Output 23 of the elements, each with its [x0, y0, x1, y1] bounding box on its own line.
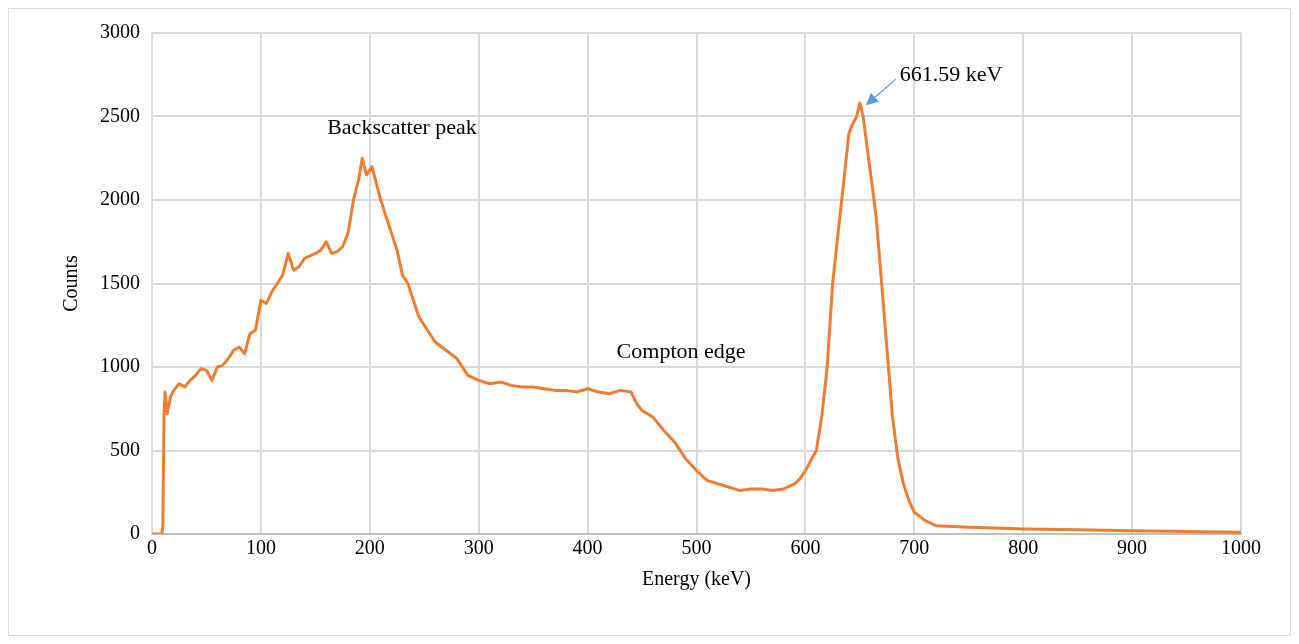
x-tick-label: 900	[1117, 536, 1148, 559]
y-axis-title: Counts	[59, 254, 82, 312]
y-tick-label: 1500	[100, 270, 140, 293]
annotation: 661.59 keV	[899, 60, 1003, 86]
x-tick-label: 400	[572, 536, 603, 559]
x-tick-label: 500	[681, 536, 712, 559]
y-tick-label: 1000	[100, 354, 140, 377]
x-tick-label: 800	[1008, 536, 1039, 559]
x-tick-label: 600	[790, 536, 821, 559]
x-axis-title: Energy (keV)	[641, 567, 752, 591]
annotation: Compton edge	[616, 337, 746, 363]
x-tick-label: 1000	[1221, 536, 1261, 559]
y-tick-label: 500	[110, 437, 140, 460]
x-tick-label: 300	[463, 536, 494, 559]
x-tick-label: 100	[245, 536, 276, 559]
annotation: Backscatter peak	[327, 114, 477, 140]
x-tick-label: 700	[899, 536, 930, 559]
y-tick-label: 3000	[100, 20, 140, 43]
y-tick-label: 2500	[100, 103, 140, 126]
y-tick-label: 2000	[100, 187, 140, 210]
x-tick-label: 200	[354, 536, 385, 559]
y-tick-label: 0	[130, 521, 140, 544]
x-tick-label: 0	[147, 536, 157, 559]
